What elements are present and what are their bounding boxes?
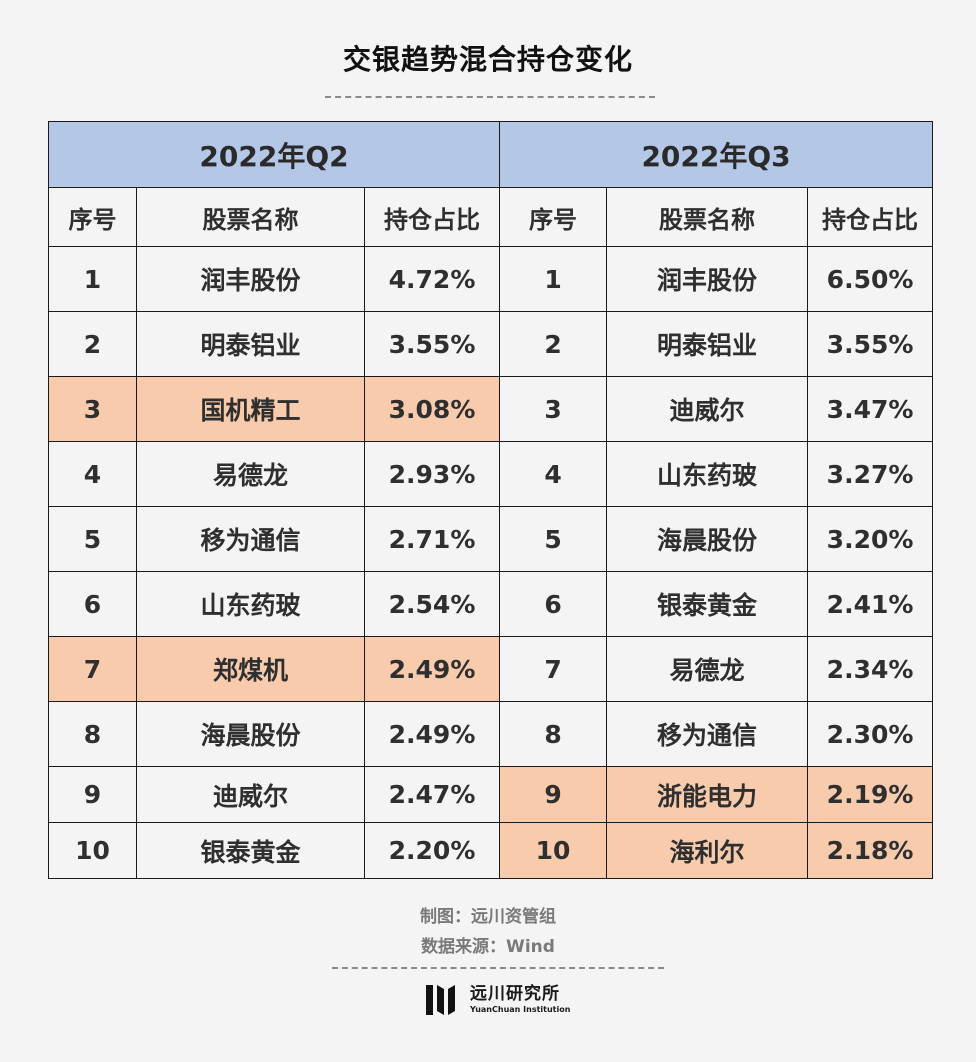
q3-stock-name-cell: 明泰铝业 bbox=[606, 311, 809, 377]
q2-rank-cell: 8 bbox=[48, 701, 137, 767]
q2-share-cell: 3.55% bbox=[363, 311, 501, 377]
column-header-rank: 序号 bbox=[499, 187, 608, 247]
q3-rank-cell: 6 bbox=[499, 571, 608, 637]
q3-share-cell: 2.34% bbox=[807, 636, 934, 702]
quarter-header-q3: 2022年Q3 bbox=[499, 121, 934, 188]
logo-text-en: YuanChuan Institution bbox=[470, 1005, 571, 1014]
q3-share-cell: 3.20% bbox=[807, 506, 934, 572]
q3-share-cell: 6.50% bbox=[807, 246, 934, 312]
table-row: 8 海晨股份 2.49% 8 移为通信 2.30% bbox=[48, 701, 934, 767]
q3-stock-name-cell: 浙能电力 bbox=[606, 766, 809, 823]
table-row: 6 山东药玻 2.54% 6 银泰黄金 2.41% bbox=[48, 571, 934, 637]
q2-stock-name-cell: 山东药玻 bbox=[136, 571, 365, 637]
q2-stock-name-cell: 易德龙 bbox=[136, 441, 365, 507]
q2-rank-cell: 7 bbox=[48, 636, 137, 702]
column-header-name: 股票名称 bbox=[606, 187, 809, 247]
logo: 远川研究所 YuanChuan Institution bbox=[424, 982, 570, 1018]
table-row: 3 国机精工 3.08% 3 迪威尔 3.47% bbox=[48, 376, 934, 442]
q2-stock-name-cell: 郑煤机 bbox=[136, 636, 365, 702]
q2-rank-cell: 10 bbox=[48, 822, 137, 879]
q2-rank-cell: 9 bbox=[48, 766, 137, 823]
q2-rank-cell: 3 bbox=[48, 376, 137, 442]
q3-rank-cell: 9 bbox=[499, 766, 608, 823]
q3-stock-name-cell: 海利尔 bbox=[606, 822, 809, 879]
footer-maker: 制图：远川资管组 bbox=[420, 907, 556, 927]
q2-rank-cell: 4 bbox=[48, 441, 137, 507]
q2-rank-cell: 2 bbox=[48, 311, 137, 377]
q2-rank-cell: 1 bbox=[48, 246, 137, 312]
q3-share-cell: 2.30% bbox=[807, 701, 934, 767]
q2-share-cell: 2.47% bbox=[363, 766, 501, 823]
q2-stock-name-cell: 移为通信 bbox=[136, 506, 365, 572]
column-header-share: 持仓占比 bbox=[807, 187, 934, 247]
q3-rank-cell: 5 bbox=[499, 506, 608, 572]
holdings-table: 2022年Q2 2022年Q3 序号 股票名称 持仓占比 序号 股票名称 持仓占… bbox=[47, 121, 934, 879]
table-row: 5 移为通信 2.71% 5 海晨股份 3.20% bbox=[48, 506, 934, 572]
q3-rank-cell: 8 bbox=[499, 701, 608, 767]
q3-share-cell: 2.41% bbox=[807, 571, 934, 637]
q3-rank-cell: 3 bbox=[499, 376, 608, 442]
q3-share-cell: 3.27% bbox=[807, 441, 934, 507]
q2-stock-name-cell: 迪威尔 bbox=[136, 766, 365, 823]
q3-share-cell: 2.18% bbox=[807, 822, 934, 879]
yuanchuan-logo-icon bbox=[426, 985, 455, 1015]
column-header-rank: 序号 bbox=[48, 187, 137, 247]
q3-share-cell: 3.47% bbox=[807, 376, 934, 442]
footer-divider bbox=[332, 967, 664, 969]
q3-rank-cell: 10 bbox=[499, 822, 608, 879]
q2-share-cell: 2.49% bbox=[363, 701, 501, 767]
q3-stock-name-cell: 迪威尔 bbox=[606, 376, 809, 442]
q3-rank-cell: 1 bbox=[499, 246, 608, 312]
table-row: 4 易德龙 2.93% 4 山东药玻 3.27% bbox=[48, 441, 934, 507]
column-header-share: 持仓占比 bbox=[363, 187, 501, 247]
q2-share-cell: 2.93% bbox=[363, 441, 501, 507]
table-row: 1 润丰股份 4.72% 1 润丰股份 6.50% bbox=[48, 246, 934, 312]
logo-text-cn: 远川研究所 bbox=[470, 984, 560, 1004]
table-body: 1 润丰股份 4.72% 1 润丰股份 6.50% 2 明泰铝业 3.55% 2 明泰铝业 3.55%… bbox=[48, 246, 934, 879]
q3-rank-cell: 7 bbox=[499, 636, 608, 702]
q2-share-cell: 2.20% bbox=[363, 822, 501, 879]
q2-stock-name-cell: 润丰股份 bbox=[136, 246, 365, 312]
q3-rank-cell: 2 bbox=[499, 311, 608, 377]
q3-share-cell: 2.19% bbox=[807, 766, 934, 823]
q2-stock-name-cell: 明泰铝业 bbox=[136, 311, 365, 377]
table-row: 10 银泰黄金 2.20% 10 海利尔 2.18% bbox=[48, 822, 934, 879]
q3-stock-name-cell: 易德龙 bbox=[606, 636, 809, 702]
q2-stock-name-cell: 海晨股份 bbox=[136, 701, 365, 767]
q3-stock-name-cell: 移为通信 bbox=[606, 701, 809, 767]
footer-source: 数据来源：Wind bbox=[421, 937, 555, 957]
q2-share-cell: 3.08% bbox=[363, 376, 501, 442]
q2-rank-cell: 6 bbox=[48, 571, 137, 637]
q3-rank-cell: 4 bbox=[499, 441, 608, 507]
table-row: 2 明泰铝业 3.55% 2 明泰铝业 3.55% bbox=[48, 311, 934, 377]
quarter-header-row: 2022年Q2 2022年Q3 bbox=[47, 121, 934, 188]
column-header-name: 股票名称 bbox=[136, 187, 365, 247]
q2-rank-cell: 5 bbox=[48, 506, 137, 572]
q2-share-cell: 2.71% bbox=[363, 506, 501, 572]
title-divider bbox=[325, 96, 655, 98]
q2-share-cell: 2.49% bbox=[363, 636, 501, 702]
q3-stock-name-cell: 润丰股份 bbox=[606, 246, 809, 312]
quarter-header-q2: 2022年Q2 bbox=[47, 121, 501, 188]
q3-stock-name-cell: 银泰黄金 bbox=[606, 571, 809, 637]
chart-title: 交银趋势混合持仓变化 bbox=[342, 43, 633, 76]
q3-stock-name-cell: 海晨股份 bbox=[606, 506, 809, 572]
q3-stock-name-cell: 山东药玻 bbox=[606, 441, 809, 507]
table-row: 7 郑煤机 2.49% 7 易德龙 2.34% bbox=[48, 636, 934, 702]
column-header-row: 序号 股票名称 持仓占比 序号 股票名称 持仓占比 bbox=[48, 187, 934, 247]
q2-share-cell: 2.54% bbox=[363, 571, 501, 637]
q2-stock-name-cell: 银泰黄金 bbox=[136, 822, 365, 879]
table-row: 9 迪威尔 2.47% 9 浙能电力 2.19% bbox=[48, 766, 934, 823]
q2-stock-name-cell: 国机精工 bbox=[136, 376, 365, 442]
q2-share-cell: 4.72% bbox=[363, 246, 501, 312]
q3-share-cell: 3.55% bbox=[807, 311, 934, 377]
